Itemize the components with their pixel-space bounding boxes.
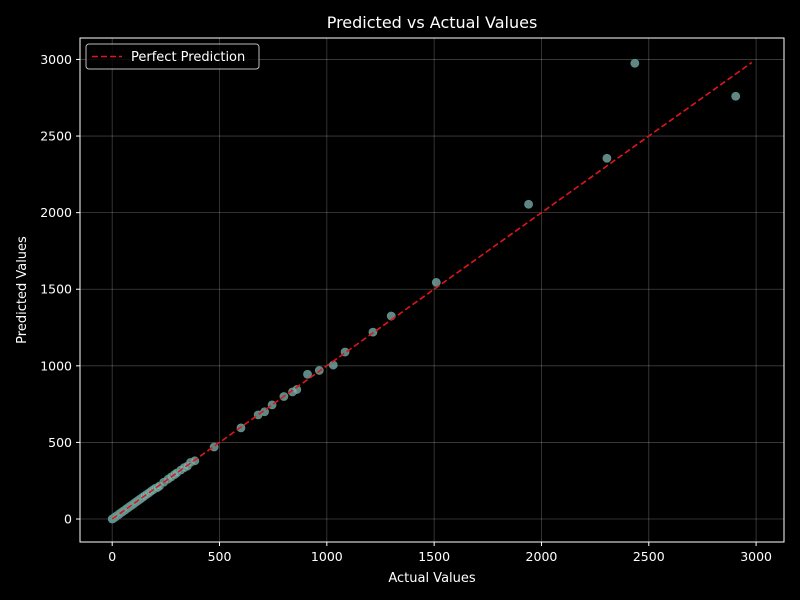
data-point [731, 91, 741, 101]
y-tick-label: 0 [64, 512, 72, 527]
x-tick-label: 500 [208, 549, 232, 564]
perfect-prediction-line [111, 61, 753, 520]
data-point [328, 360, 338, 370]
y-tick-label: 2000 [40, 205, 72, 220]
data-point [602, 153, 612, 163]
plot-frame [79, 37, 785, 543]
y-tick-label: 500 [48, 435, 72, 450]
legend-label: Perfect Prediction [131, 50, 245, 65]
x-tick-label: 0 [108, 549, 116, 564]
data-point [524, 199, 533, 209]
data-point [303, 369, 312, 379]
y-tick-label: 3000 [40, 52, 72, 67]
x-tick-label: 1000 [311, 549, 343, 564]
data-point [630, 58, 640, 68]
y-axis-label: Predicted Values [15, 236, 30, 344]
y-tick-label: 2500 [40, 129, 72, 144]
x-tick-label: 1500 [418, 549, 450, 564]
x-tick-label: 2000 [526, 549, 558, 564]
y-tick-label: 1000 [40, 358, 72, 373]
y-tick-label: 1500 [40, 282, 72, 297]
x-tick-label: 2500 [633, 549, 665, 564]
chart-title: Predicted vs Actual Values [327, 13, 538, 32]
x-axis-label: Actual Values [388, 571, 476, 586]
data-point [431, 277, 441, 287]
axis-ticks: 0 500 1000 1500 2000 2500 3000 0 500 1000 1500 2000… [40, 52, 772, 564]
legend-box [85, 43, 260, 70]
reference-line-layer [111, 61, 753, 520]
x-tick-label: 3000 [740, 549, 772, 564]
data-point [292, 385, 302, 394]
grid [80, 38, 784, 542]
legend: Perfect Prediction [85, 43, 260, 70]
